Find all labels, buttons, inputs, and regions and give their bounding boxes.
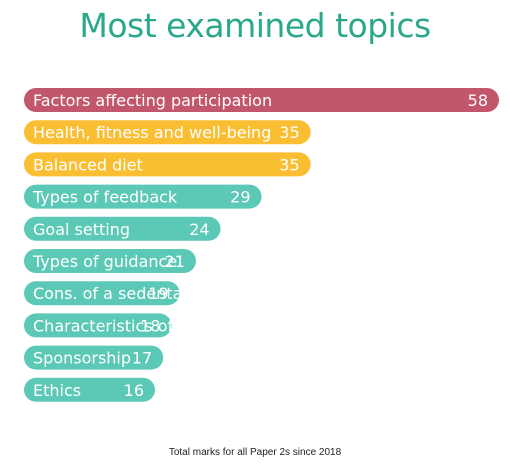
bar-group: Ethics 16: [24, 377, 156, 402]
bar-category-label: Cons. of a sedentary lifestyle: [33, 284, 266, 303]
bar: [24, 281, 180, 306]
bar-category-label: Factors affecting participation: [33, 91, 272, 110]
bar-value-label: 35: [279, 123, 299, 142]
bar-group: Factors affecting participation 58: [24, 88, 499, 112]
bar-value-label: 16: [124, 381, 144, 400]
bar-category-label: Health, fitness and well-being: [33, 123, 271, 142]
bar-group: Types of feedback 29: [24, 184, 262, 209]
bar: [24, 377, 156, 402]
bar: [24, 184, 262, 209]
bar-value-label: 18: [140, 316, 160, 335]
bar: [24, 216, 221, 241]
bar-category-label: Characteristics of skill: [33, 316, 209, 335]
bar: [24, 249, 196, 273]
bar-value-label: 35: [279, 155, 299, 174]
chart-title: Most examined topics: [79, 6, 431, 45]
bar: [24, 88, 499, 112]
bar-group: Goal setting 24: [24, 216, 221, 241]
chart-caption: Total marks for all Paper 2s since 2018: [168, 447, 342, 458]
bar-group: Balanced diet 35: [24, 152, 311, 177]
bar-value-label: 19: [148, 284, 168, 303]
bar-group: Sponsorship 17: [24, 345, 164, 370]
bar-value-label: 17: [132, 349, 152, 368]
bar-value-label: 24: [189, 220, 209, 239]
bar-value-label: 21: [165, 252, 185, 271]
bar: [24, 152, 311, 177]
bar-group: Health, fitness and well-being 35: [24, 120, 311, 145]
bar-category-label: Types of feedback: [32, 188, 178, 207]
bar: [24, 345, 164, 370]
bar-category-label: Types of guidance: [32, 252, 177, 271]
bar: [24, 120, 311, 145]
bar-category-label: Ethics: [33, 381, 81, 400]
bar: [24, 313, 172, 338]
bar-category-label: Sponsorship: [33, 349, 131, 368]
bar-category-label: Goal setting: [33, 220, 130, 239]
bar-category-label: Balanced diet: [33, 155, 143, 174]
bar-value-label: 29: [230, 188, 250, 207]
bar-value-label: 58: [468, 91, 488, 110]
